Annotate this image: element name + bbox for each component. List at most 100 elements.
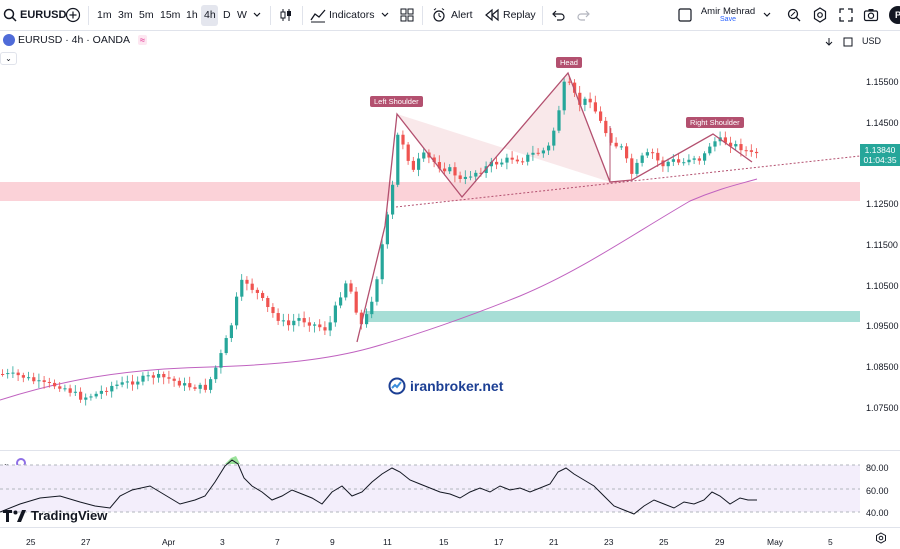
active-timeframe-highlight: [201, 5, 218, 26]
candle-body: [744, 150, 748, 152]
chevron-down-icon[interactable]: ⌄: [3, 458, 10, 468]
candle-body: [11, 372, 15, 374]
currency-label[interactable]: USD: [862, 36, 882, 46]
candle-body: [755, 151, 759, 154]
divider: [270, 6, 271, 25]
rsi-line: [0, 459, 757, 515]
indicators-button[interactable]: Indicators: [329, 9, 375, 21]
candle-body: [99, 390, 103, 394]
candle-body: [151, 375, 155, 378]
symbol-name: EURUSD: [20, 9, 67, 21]
checkbox-icon[interactable]: [677, 7, 693, 23]
rsi-chart[interactable]: [0, 452, 860, 527]
watermark-text: iranbroker.net: [410, 378, 504, 394]
candle-body: [432, 157, 436, 163]
last-price-badge: 1.13840 01:04:35: [860, 144, 900, 166]
candle-body: [313, 324, 317, 326]
replay-button[interactable]: Replay: [503, 9, 536, 21]
candle-body: [323, 327, 327, 331]
timeframe-4h[interactable]: 4h: [204, 9, 216, 21]
timeframe-5m[interactable]: 5m: [139, 9, 154, 21]
candle-body: [749, 150, 753, 152]
candle-body: [27, 377, 31, 379]
timeframe-3m[interactable]: 3m: [118, 9, 133, 21]
candle-body: [105, 390, 109, 392]
candle-body: [635, 162, 639, 174]
left-shoulder-label[interactable]: Left Shoulder: [370, 96, 423, 107]
timeframe-w[interactable]: W: [237, 9, 247, 21]
pane-divider[interactable]: [0, 450, 900, 451]
candle-body: [47, 381, 51, 383]
timeframe-1m[interactable]: 1m: [97, 9, 112, 21]
candle-body: [53, 382, 57, 387]
chevron-down-icon[interactable]: [762, 9, 772, 21]
settings-gear-icon[interactable]: [812, 7, 828, 23]
save-status[interactable]: Save: [720, 16, 736, 23]
divider: [302, 6, 303, 25]
candles-icon[interactable]: [278, 7, 294, 23]
candle-body: [183, 383, 187, 386]
legend-title[interactable]: EURUSD · 4h · OANDA: [18, 34, 131, 46]
candle-body: [318, 324, 322, 328]
candle-body: [261, 292, 265, 298]
candle-body: [443, 168, 447, 172]
quick-search-icon[interactable]: [786, 7, 802, 23]
equal-tilde-icon[interactable]: ≈: [138, 35, 147, 45]
maximize-pane-icon[interactable]: [843, 37, 853, 47]
candle-body: [697, 158, 701, 161]
alert-button[interactable]: Alert: [451, 9, 473, 21]
candle-body: [287, 320, 291, 326]
bar-countdown: 01:04:35: [863, 155, 897, 165]
last-price-value: 1.13840: [864, 145, 896, 155]
legend-collapse-button[interactable]: ⌄: [0, 52, 17, 65]
camera-snapshot-icon[interactable]: [863, 7, 879, 23]
tradingview-logo[interactable]: TradingView: [3, 508, 107, 523]
redo-icon[interactable]: [576, 7, 592, 23]
candle-body: [682, 162, 686, 164]
profile-avatar[interactable]: P: [889, 6, 900, 24]
time-axis-label: 15: [439, 537, 449, 547]
candle-body: [609, 133, 613, 143]
candle-body: [172, 378, 176, 381]
axis-settings-gear-icon[interactable]: [875, 532, 887, 544]
candle-body: [469, 176, 473, 178]
indicators-icon[interactable]: [310, 7, 326, 23]
user-menu[interactable]: Amir Mehrad Save: [700, 6, 756, 23]
candle-body: [354, 291, 358, 313]
chevron-down-icon[interactable]: [252, 9, 262, 21]
replay-rewind-icon[interactable]: [484, 7, 500, 23]
undo-icon[interactable]: [550, 7, 566, 23]
resistance-zone: [0, 182, 860, 201]
timeframe-15m[interactable]: 15m: [160, 9, 181, 21]
candle-body: [297, 318, 301, 321]
compare-symbol-plus-icon[interactable]: [65, 7, 81, 23]
candle-body: [224, 338, 228, 354]
layouts-grid-icon[interactable]: [399, 7, 415, 23]
fullscreen-icon[interactable]: [838, 7, 854, 23]
right-shoulder-label[interactable]: Right Shoulder: [686, 117, 744, 128]
time-axis-label: 23: [604, 537, 614, 547]
price-chart[interactable]: [0, 56, 860, 448]
rsi-axis-label: 40.00: [866, 508, 889, 518]
alarm-clock-icon[interactable]: [431, 7, 447, 23]
timeframe-1h[interactable]: 1h: [186, 9, 198, 21]
candle-body: [619, 146, 623, 148]
price-axis-label: 1.10500: [866, 281, 899, 291]
candle-body: [567, 81, 571, 83]
candle-body: [495, 161, 499, 165]
time-axis[interactable]: 25 27 Apr 3 7 9 11 15 17 21 23 25 29 May…: [0, 527, 900, 549]
candle-body: [396, 134, 400, 185]
support-zone: [365, 311, 860, 322]
timeframe-d[interactable]: D: [223, 9, 231, 21]
candle-body: [37, 380, 41, 382]
divider: [422, 6, 423, 25]
candle-body: [526, 154, 530, 162]
head-label[interactable]: Head: [556, 57, 582, 68]
candle-body: [448, 167, 452, 172]
arrow-down-icon[interactable]: [824, 37, 834, 47]
chevron-down-icon[interactable]: [380, 9, 390, 21]
time-axis-label: 17: [494, 537, 504, 547]
symbol-search[interactable]: EURUSD: [0, 7, 66, 23]
time-axis-label: 3: [220, 537, 225, 547]
branding-text: TradingView: [31, 508, 108, 523]
